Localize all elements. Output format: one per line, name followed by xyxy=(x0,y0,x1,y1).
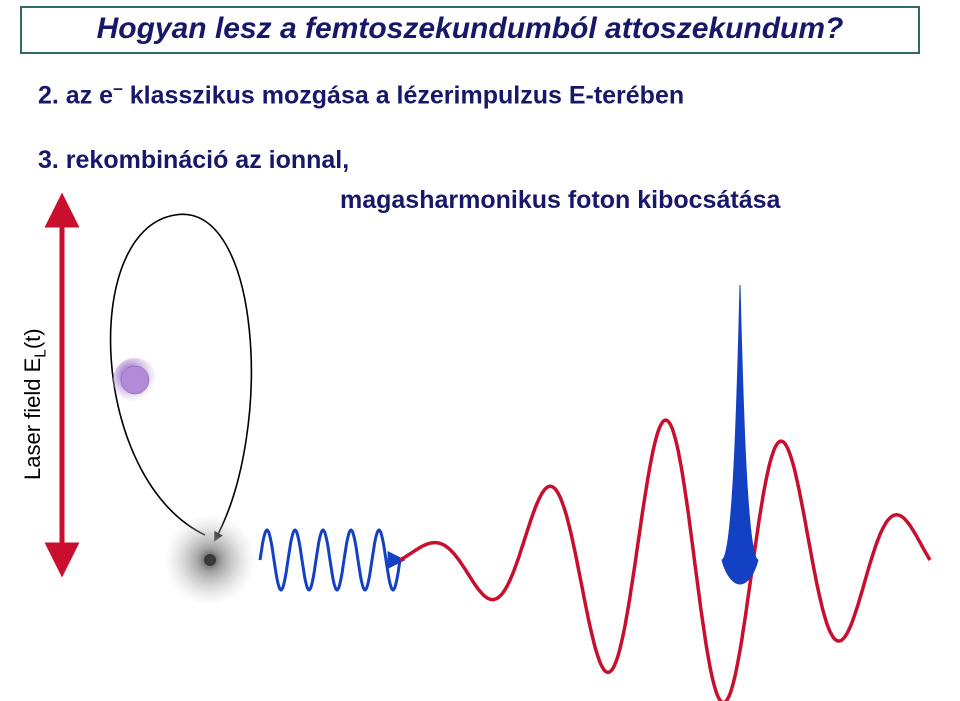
diagram-canvas xyxy=(0,0,960,701)
attosecond-burst xyxy=(722,285,758,584)
harmonic-wave xyxy=(260,530,402,590)
carrier-envelope-pulse xyxy=(400,420,930,701)
electron xyxy=(121,366,149,394)
ion-core xyxy=(204,554,216,566)
